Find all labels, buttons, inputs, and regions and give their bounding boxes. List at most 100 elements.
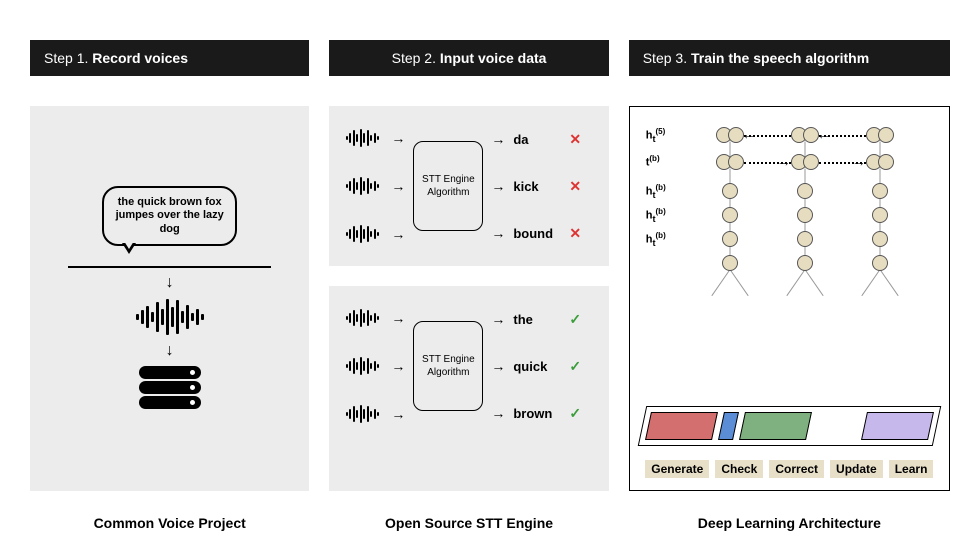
step2-header: Step 2. Input voice data xyxy=(329,40,608,76)
down-arrow-icon: ↓ xyxy=(166,274,174,292)
spectrogram-segment xyxy=(739,412,812,440)
neuron-node xyxy=(803,154,819,170)
down-arrow-icon: ↓ xyxy=(166,342,174,360)
arrow-right-icon: → xyxy=(491,178,505,194)
step2-title: Input voice data xyxy=(440,50,547,66)
neuron-node xyxy=(797,231,813,247)
neuron-node xyxy=(722,231,738,247)
neuron-node xyxy=(878,154,894,170)
process-tag: Learn xyxy=(889,460,934,478)
step3-title: Train the speech algorithm xyxy=(691,50,869,66)
layer-label: ht(5) xyxy=(646,127,666,144)
output-word: kick xyxy=(513,179,561,194)
spectrogram-segment xyxy=(645,412,718,440)
step1-prefix: Step 1. xyxy=(44,50,88,66)
process-tag: Correct xyxy=(769,460,824,478)
arrow-right-icon: → xyxy=(491,405,505,421)
cross-icon: ✕ xyxy=(569,178,581,195)
spectrogram-segment xyxy=(812,412,861,440)
output-word: bound xyxy=(513,226,561,241)
process-tag: Generate xyxy=(645,460,709,478)
arrow-right-icon: → xyxy=(391,226,405,242)
arrow-right-icon: → xyxy=(491,131,505,147)
flow-arrow-icon: ← xyxy=(817,126,831,142)
waveform-icon xyxy=(341,129,383,147)
layer-label: t(b) xyxy=(646,154,660,171)
neuron-node xyxy=(797,255,813,271)
arrow-right-icon: → xyxy=(491,358,505,374)
neuron-node xyxy=(872,183,888,199)
arrow-right-icon: → xyxy=(391,130,405,146)
flow-arrow-icon: ← xyxy=(742,126,756,142)
diagram-container: Step 1. Record voices the quick brown fo… xyxy=(0,0,980,551)
arrow-right-icon: → xyxy=(491,225,505,241)
check-icon: ✓ xyxy=(569,311,581,328)
col-record-voices: Step 1. Record voices the quick brown fo… xyxy=(30,40,309,531)
flow-arrow-icon: → xyxy=(852,153,866,169)
stt-box-text: STT Engine Algorithm xyxy=(418,173,478,199)
nn-diagram: ht(5) t(b) ht(b) ht(b) ht(b) ← ← → → xyxy=(642,119,937,402)
flow-arrow-icon: → xyxy=(777,153,791,169)
layer-label: ht(b) xyxy=(646,231,666,248)
database-icon xyxy=(139,366,201,411)
caption1: Common Voice Project xyxy=(30,515,309,531)
neuron-node xyxy=(728,154,744,170)
output-word: quick xyxy=(513,359,561,374)
spectrogram-segment xyxy=(861,412,934,440)
waveform-icon xyxy=(341,357,383,375)
step1-header: Step 1. Record voices xyxy=(30,40,309,76)
stt-box-text: STT Engine Algorithm xyxy=(418,353,478,379)
output-word: da xyxy=(513,132,561,147)
waveform-icon xyxy=(341,177,383,195)
speech-bubble: the quick brown fox jumpes over the lazy… xyxy=(102,186,237,246)
stt-engine-box: STT Engine Algorithm xyxy=(413,141,483,231)
cross-icon: ✕ xyxy=(569,225,581,242)
col-input-voice: Step 2. Input voice data → → → STT Engine … xyxy=(329,40,608,531)
divider-line xyxy=(68,266,271,268)
layer-label: ht(b) xyxy=(646,207,666,224)
stt-panel-correct: → → → STT Engine Algorithm → the ✓ → quick ✓ → br… xyxy=(329,286,608,491)
check-icon: ✓ xyxy=(569,405,581,422)
step3-prefix: Step 3. xyxy=(643,50,687,66)
stt-panel-wrong: → → → STT Engine Algorithm → da ✕ → kick ✕ → boun… xyxy=(329,106,608,266)
neuron-node xyxy=(722,183,738,199)
spectrogram-segment xyxy=(718,412,739,440)
neuron-node xyxy=(797,207,813,223)
waveform-icon xyxy=(136,298,204,336)
neuron-node xyxy=(722,255,738,271)
process-tag: Check xyxy=(715,460,763,478)
stt-engine-box: STT Engine Algorithm xyxy=(413,321,483,411)
arrow-right-icon: → xyxy=(491,311,505,327)
step3-header: Step 3. Train the speech algorithm xyxy=(629,40,950,76)
step1-title: Record voices xyxy=(92,50,188,66)
caption2: Open Source STT Engine xyxy=(329,515,608,531)
waveform-icon xyxy=(341,225,383,243)
cross-icon: ✕ xyxy=(569,131,581,148)
waveform-icon xyxy=(341,405,383,423)
neuron-node xyxy=(872,231,888,247)
neuron-node xyxy=(872,255,888,271)
layer-label: ht(b) xyxy=(646,183,666,200)
panel-record: the quick brown fox jumpes over the lazy… xyxy=(30,106,309,491)
output-word: the xyxy=(513,312,561,327)
nn-panel: ht(5) t(b) ht(b) ht(b) ht(b) ← ← → → Generate Che… xyxy=(629,106,950,491)
spectrogram-strip xyxy=(637,406,941,446)
process-tag: Update xyxy=(830,460,883,478)
caption3: Deep Learning Architecture xyxy=(629,515,950,531)
step2-prefix: Step 2. xyxy=(392,50,436,66)
arrow-right-icon: → xyxy=(391,358,405,374)
neuron-node xyxy=(722,207,738,223)
neuron-node xyxy=(878,127,894,143)
arrow-right-icon: → xyxy=(391,310,405,326)
check-icon: ✓ xyxy=(569,358,581,375)
process-tags: Generate Check Correct Update Learn xyxy=(642,460,937,478)
neuron-node xyxy=(797,183,813,199)
arrow-right-icon: → xyxy=(391,406,405,422)
waveform-icon xyxy=(341,309,383,327)
col-train: Step 3. Train the speech algorithm ht(5)… xyxy=(629,40,950,531)
bubble-tail-icon xyxy=(122,243,136,254)
bubble-text: the quick brown fox jumpes over the lazy… xyxy=(116,196,224,234)
output-word: brown xyxy=(513,406,561,421)
arrow-right-icon: → xyxy=(391,178,405,194)
neuron-node xyxy=(872,207,888,223)
